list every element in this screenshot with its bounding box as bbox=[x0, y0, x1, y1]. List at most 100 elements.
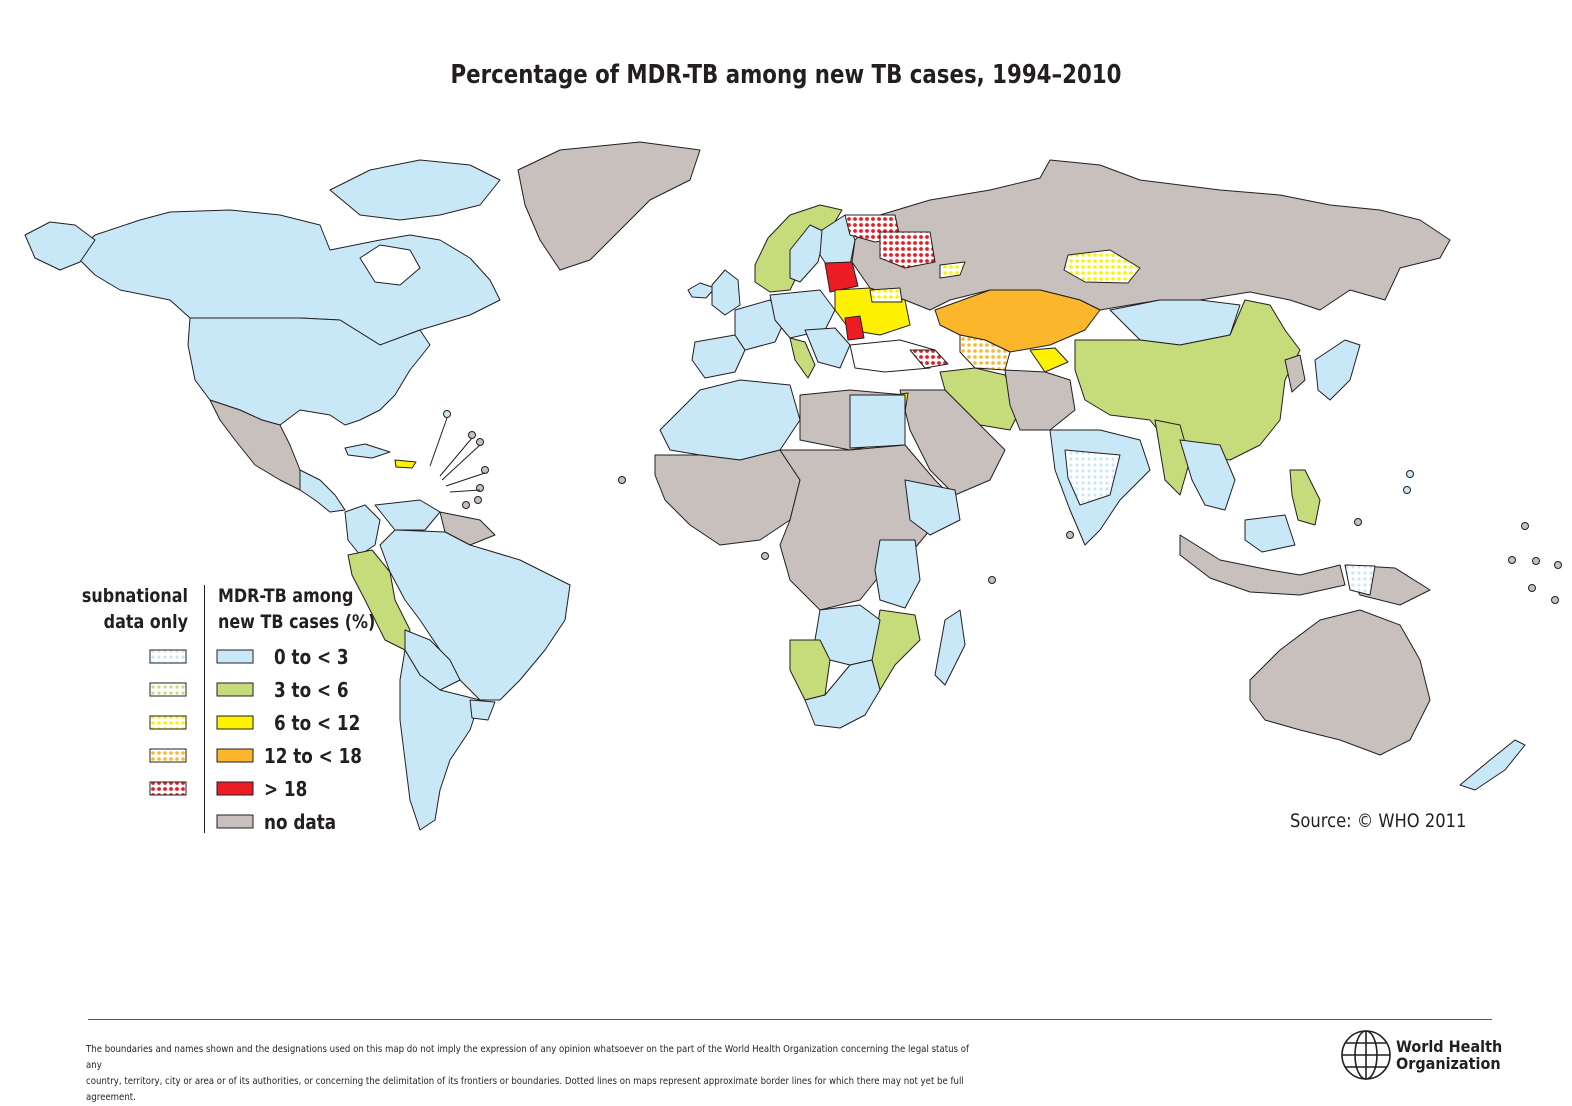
region-turkey bbox=[849, 339, 936, 373]
region-venezuela bbox=[374, 499, 441, 531]
region-central-america bbox=[299, 469, 346, 513]
island-marker bbox=[462, 501, 470, 509]
disclaimer-line1: The boundaries and names shown and the d… bbox=[86, 1044, 970, 1071]
region-png-subnational bbox=[1344, 564, 1376, 596]
region-arabia bbox=[899, 389, 1006, 496]
legend-swatch-subnational-3 bbox=[149, 748, 187, 763]
region-korea bbox=[1284, 354, 1306, 393]
island-marker bbox=[761, 552, 769, 560]
region-guianas bbox=[439, 511, 496, 546]
region-indonesia bbox=[1179, 534, 1346, 596]
legend-main-title: MDR-TB among new TB cases (%) bbox=[218, 583, 386, 635]
region-west-africa bbox=[654, 449, 801, 546]
legend-main-title-line2: new TB cases (%) bbox=[218, 611, 376, 633]
region-china bbox=[1074, 299, 1301, 461]
region-hudson-bay bbox=[359, 244, 421, 286]
legend-subnational-title: subnational data only bbox=[80, 583, 188, 635]
region-france-benelux bbox=[734, 299, 786, 351]
island-marker bbox=[1554, 561, 1562, 569]
legend-label-5: no data bbox=[264, 810, 337, 834]
legend-swatch-3 bbox=[216, 748, 254, 763]
region-ethiopia bbox=[904, 479, 961, 536]
legend-swatch-5 bbox=[216, 814, 254, 829]
who-logo-line2: Organization bbox=[1396, 1054, 1501, 1073]
island-marker bbox=[1532, 557, 1540, 565]
legend-label-2: 6 to < 12 bbox=[274, 711, 361, 735]
who-logo-line1: World Health bbox=[1396, 1037, 1503, 1056]
region-philippines bbox=[1289, 469, 1321, 526]
disclaimer: The boundaries and names shown and the d… bbox=[86, 1042, 980, 1106]
legend-swatch-0 bbox=[216, 649, 254, 664]
region-japan bbox=[1314, 339, 1361, 401]
legend-swatch-subnational-0 bbox=[149, 649, 187, 664]
island-marker bbox=[1066, 531, 1074, 539]
island-marker bbox=[1406, 470, 1414, 478]
island-marker bbox=[1528, 584, 1536, 592]
legend-swatch-subnational-2 bbox=[149, 715, 187, 730]
region-spain-portugal bbox=[691, 334, 746, 379]
region-tanzania-kenya bbox=[874, 539, 921, 609]
legend-label-1: 3 to < 6 bbox=[274, 678, 349, 702]
region-morocco-algeria bbox=[659, 379, 801, 461]
region-madagascar bbox=[934, 609, 966, 686]
legend-main-title-line1: MDR-TB among bbox=[218, 585, 354, 607]
region-alaska bbox=[24, 221, 96, 271]
region-argentina-chile bbox=[399, 649, 481, 831]
legend-divider bbox=[204, 585, 205, 833]
region-russia-subnational-yellow3 bbox=[869, 287, 903, 303]
region-baltics bbox=[824, 261, 859, 293]
region-russia-subnational-yellow bbox=[1063, 249, 1141, 284]
region-italy bbox=[789, 337, 816, 379]
legend-swatch-2 bbox=[216, 715, 254, 730]
island-marker bbox=[468, 431, 476, 439]
region-myanmar bbox=[1154, 419, 1191, 496]
region-cuba bbox=[344, 443, 391, 459]
who-logo-text: World Health Organization bbox=[1396, 1038, 1502, 1072]
island-marker bbox=[988, 576, 996, 584]
region-egypt bbox=[849, 394, 906, 449]
region-brazil bbox=[379, 529, 571, 701]
legend-subnational-title-line1: subnational bbox=[81, 585, 188, 607]
region-balkans bbox=[804, 327, 851, 369]
island-marker bbox=[1551, 596, 1559, 604]
island-marker bbox=[1521, 522, 1529, 530]
region-thailand-vietnam bbox=[1179, 439, 1236, 511]
region-afghanistan-pakistan bbox=[1004, 369, 1076, 431]
legend-swatch-1 bbox=[216, 682, 254, 697]
map-title: Percentage of MDR-TB among new TB cases,… bbox=[450, 60, 1122, 90]
legend-label-4: > 18 bbox=[264, 777, 308, 801]
region-moldova bbox=[844, 315, 865, 341]
source-credit: Source: © WHO 2011 bbox=[1290, 810, 1467, 832]
legend-subnational-title-line2: data only bbox=[103, 611, 188, 633]
region-uk-ireland bbox=[711, 269, 741, 316]
region-namibia bbox=[789, 639, 831, 701]
legend-swatch-4 bbox=[216, 781, 254, 796]
legend-swatch-subnational-1 bbox=[149, 682, 187, 697]
island-marker bbox=[476, 438, 484, 446]
legend-label-0: 0 to < 3 bbox=[274, 645, 349, 669]
island-marker bbox=[1354, 518, 1362, 526]
region-haiti bbox=[394, 459, 417, 469]
legend-label-3: 12 to < 18 bbox=[264, 744, 362, 768]
region-arctic-islands bbox=[329, 159, 501, 221]
region-russia-subnational-yellow2 bbox=[939, 261, 966, 279]
legend-swatches bbox=[149, 649, 254, 829]
island-marker bbox=[474, 496, 482, 504]
region-central-asia-yellow bbox=[1029, 347, 1069, 373]
region-borneo bbox=[1244, 514, 1296, 553]
region-new-zealand bbox=[1459, 739, 1526, 791]
region-greenland bbox=[517, 141, 701, 271]
footer-divider bbox=[88, 1019, 1492, 1020]
island-marker bbox=[1508, 556, 1516, 564]
region-south-africa bbox=[804, 659, 881, 729]
region-russia-subnational-red2 bbox=[879, 231, 936, 269]
region-caucasus bbox=[909, 349, 949, 369]
region-india-subnational bbox=[1064, 449, 1121, 506]
island-marker bbox=[618, 476, 626, 484]
region-uruguay bbox=[469, 699, 496, 721]
region-colombia bbox=[344, 504, 381, 556]
region-russia bbox=[851, 159, 1451, 311]
legend-swatch-subnational-4 bbox=[149, 781, 187, 796]
island-marker bbox=[481, 466, 489, 474]
